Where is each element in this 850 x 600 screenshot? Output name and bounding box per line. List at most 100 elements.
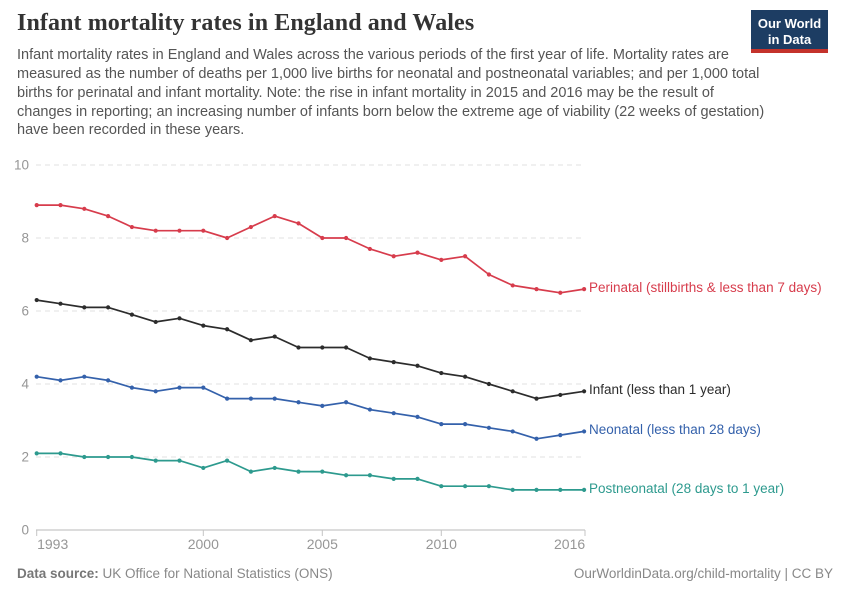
data-point: [367, 473, 372, 478]
data-point: [106, 214, 111, 219]
data-point: [82, 206, 87, 211]
series-line-3: [36, 452, 585, 491]
series-label-perinatal: Perinatal (stillbirths & less than 7 day…: [589, 280, 822, 296]
data-point: [177, 316, 182, 321]
data-point: [82, 454, 87, 460]
page-subtitle: Infant mortality rates in England and Wa…: [17, 47, 765, 139]
data-point: [510, 389, 515, 394]
data-point: [320, 469, 325, 474]
data-point: [344, 345, 349, 350]
data-point: [248, 396, 253, 401]
y-tick-label: 0: [21, 523, 29, 538]
owid-logo[interactable]: Our World in Data: [751, 10, 828, 53]
data-point: [153, 458, 158, 463]
data-point: [225, 235, 230, 241]
data-point: [558, 392, 563, 398]
data-point: [225, 396, 230, 401]
y-tick-label: 4: [21, 377, 29, 392]
data-point: [177, 228, 182, 233]
y-tick-label: 6: [21, 304, 29, 319]
data-point: [582, 389, 587, 394]
data-point: [201, 465, 206, 471]
data-point: [129, 224, 134, 230]
series-line-0: [36, 204, 585, 294]
owid-logo-stripe: [751, 49, 828, 53]
data-point: [248, 469, 253, 474]
data-point: [391, 360, 396, 365]
y-tick-label: 8: [21, 231, 29, 246]
data-point: [534, 436, 539, 441]
data-point: [34, 203, 39, 208]
data-source-value: UK Office for National Statistics (ONS): [102, 566, 333, 581]
data-point: [177, 385, 182, 390]
data-point: [510, 429, 515, 434]
data-point: [34, 451, 39, 456]
data-point: [58, 451, 63, 456]
owid-logo-text-line2: in Data: [767, 31, 812, 47]
data-point: [34, 374, 39, 379]
data-point: [34, 297, 39, 303]
data-point: [534, 487, 539, 492]
data-point: [177, 458, 182, 463]
data-point: [153, 389, 158, 394]
data-point: [58, 378, 63, 383]
data-point: [82, 305, 87, 310]
data-point: [415, 476, 420, 481]
data-point: [248, 224, 253, 230]
owid-logo-text-line1: Our World: [757, 16, 822, 32]
data-point: [439, 484, 444, 489]
y-tick-label: 10: [14, 158, 29, 173]
data-point: [272, 214, 277, 219]
data-point: [510, 487, 515, 492]
data-point: [296, 469, 301, 474]
data-point: [248, 338, 253, 343]
data-point: [415, 363, 420, 368]
data-point: [344, 473, 349, 478]
series-label-infant: Infant (less than 1 year): [589, 382, 731, 398]
data-point: [320, 345, 325, 350]
data-point: [486, 484, 491, 489]
data-point: [582, 487, 587, 492]
chart-header: Infant mortality rates in England and Wa…: [17, 10, 833, 140]
data-point: [129, 312, 134, 317]
data-point: [391, 411, 396, 416]
attribution-link[interactable]: OurWorldinData.org/child-mortality | CC …: [573, 566, 833, 581]
data-point: [534, 396, 539, 401]
x-tick-label: 2000: [188, 536, 219, 552]
data-point: [106, 305, 111, 310]
x-tick-label: 2010: [426, 536, 457, 552]
data-point: [391, 476, 396, 481]
series-label-postneonatal: Postneonatal (28 days to 1 year): [589, 480, 785, 496]
data-point: [463, 254, 468, 259]
data-point: [296, 345, 301, 350]
data-point: [534, 287, 539, 292]
data-point: [415, 250, 420, 255]
data-point: [486, 381, 491, 387]
data-point: [272, 334, 277, 339]
data-point: [558, 433, 563, 438]
data-point: [582, 429, 587, 434]
data-point: [296, 400, 301, 405]
data-point: [558, 290, 563, 295]
data-source: Data source: UK Office for National Stat…: [17, 566, 333, 581]
data-point: [272, 465, 277, 471]
data-point: [106, 454, 111, 460]
data-point: [129, 385, 134, 390]
x-tick-label: 1993: [37, 536, 68, 552]
chart-footer: Data source: UK Office for National Stat…: [17, 566, 833, 581]
series-line-1: [36, 299, 585, 400]
data-point: [296, 221, 301, 226]
x-tick-label: 2005: [307, 536, 338, 552]
data-point: [344, 400, 349, 405]
data-point: [106, 378, 111, 383]
data-point: [320, 235, 325, 241]
data-point: [201, 323, 206, 328]
data-point: [439, 370, 444, 376]
data-point: [367, 246, 372, 252]
data-point: [367, 356, 372, 361]
data-point: [129, 454, 134, 460]
data-point: [439, 257, 444, 262]
data-point: [82, 374, 87, 379]
data-point: [582, 287, 587, 292]
